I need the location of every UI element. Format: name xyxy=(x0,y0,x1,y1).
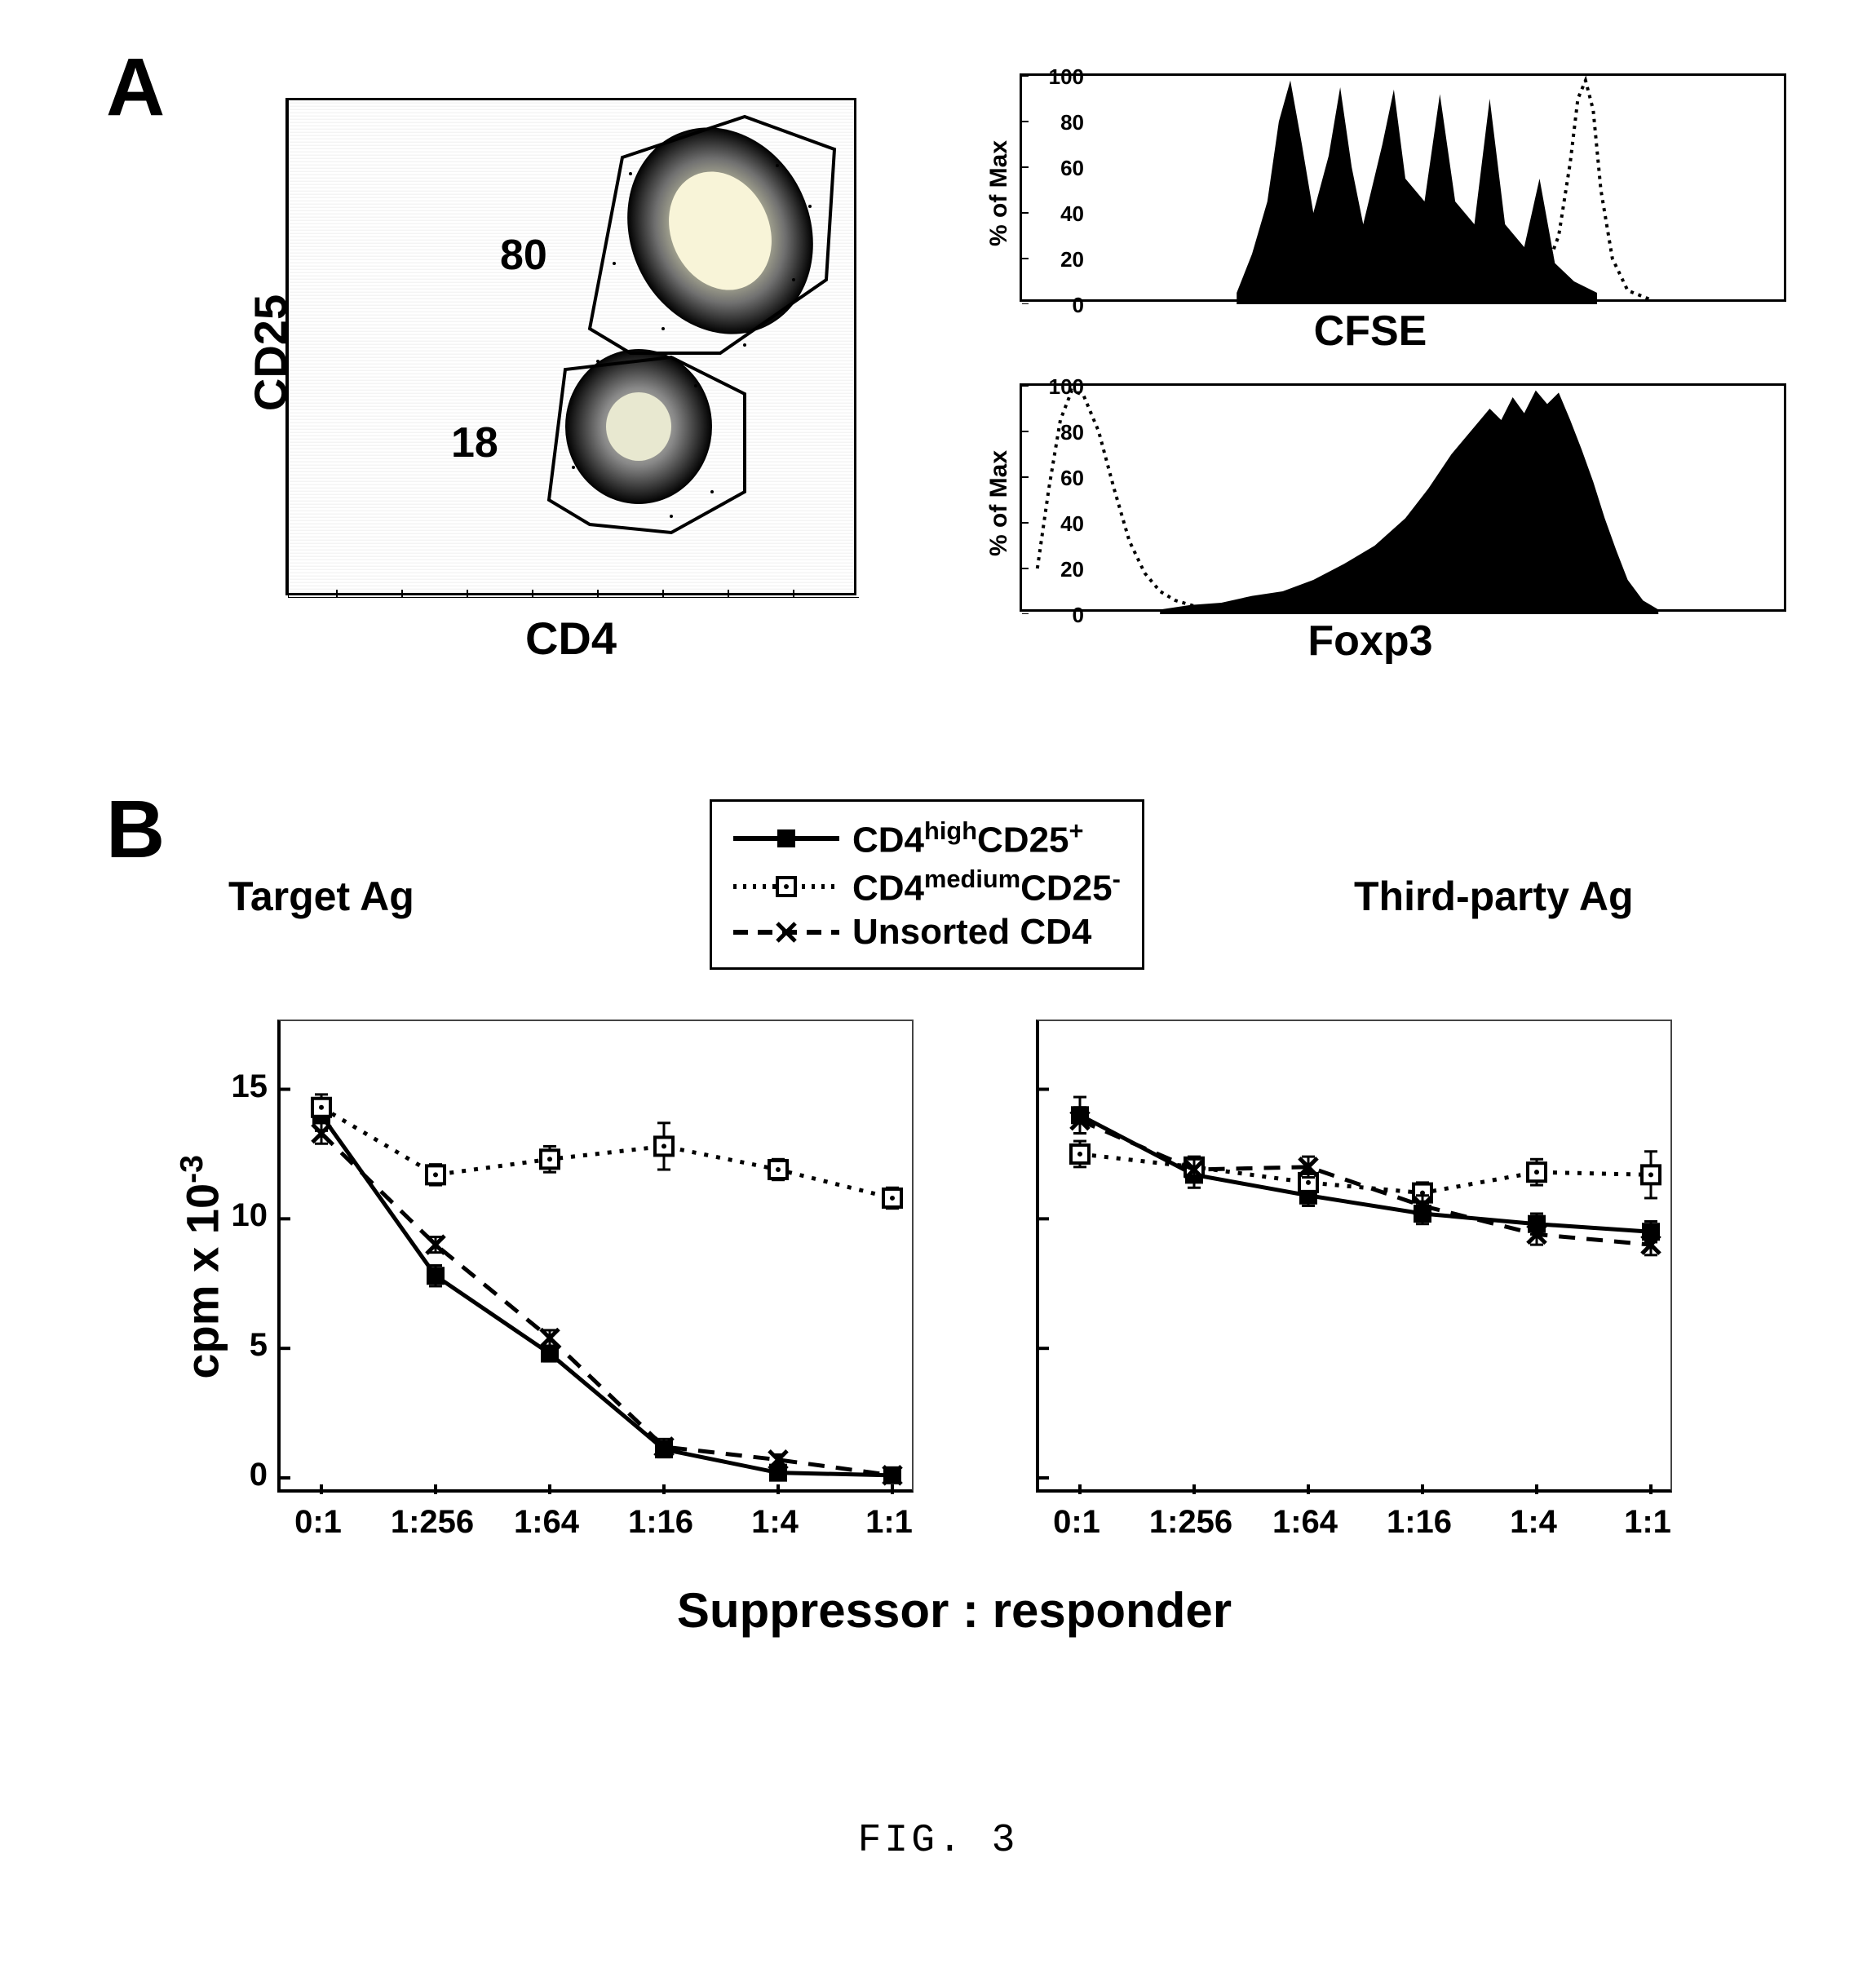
x-tick: 1:4 xyxy=(726,1504,824,1541)
histo-ytick: 100 xyxy=(1048,374,1084,400)
histo-ytick: 100 xyxy=(1048,64,1084,90)
x-tick: 1:64 xyxy=(1256,1504,1354,1541)
gate-upper-pct: 80 xyxy=(500,231,547,280)
cfse-ylabel: % of Max xyxy=(985,140,1013,246)
panelb-xlabel: Suppressor : responder xyxy=(465,1582,1444,1639)
legend-item: Unsorted CD4 xyxy=(733,912,1121,953)
histo-ytick: 40 xyxy=(1048,511,1084,537)
histo-ytick: 20 xyxy=(1048,247,1084,272)
legend-label: CD4highCD25+ xyxy=(852,816,1084,861)
histo-ytick: 80 xyxy=(1048,110,1084,135)
legend-label: Unsorted CD4 xyxy=(852,912,1091,953)
histo-ytick: 60 xyxy=(1048,466,1084,491)
cfse-svg xyxy=(1022,76,1789,304)
scatter-svg xyxy=(288,100,859,598)
legend: CD4highCD25+CD4mediumCD25-Unsorted CD4 xyxy=(710,799,1144,970)
right-line-chart xyxy=(1036,1020,1672,1493)
histo-ytick: 80 xyxy=(1048,420,1084,445)
x-tick: 1:256 xyxy=(383,1504,481,1541)
histogram-foxp3: % of Max 020406080100 Foxp3 xyxy=(954,383,1786,666)
gate-lower-pct: 18 xyxy=(451,418,498,467)
x-tick: 1:16 xyxy=(1370,1504,1468,1541)
histo-ytick: 0 xyxy=(1048,603,1084,628)
foxp3-ylabel: % of Max xyxy=(985,450,1013,556)
panel-a-label: A xyxy=(106,41,165,135)
histogram-cfse: % of Max 020406080100 CFSE xyxy=(954,73,1786,356)
legend-item: CD4mediumCD25- xyxy=(733,865,1121,909)
panel-b: B Target Ag Third-party Ag CD4highCD25+C… xyxy=(122,816,1754,1713)
histo-ytick: 40 xyxy=(1048,201,1084,227)
foxp3-svg xyxy=(1022,386,1789,614)
x-tick: 1:64 xyxy=(498,1504,595,1541)
legend-swatch xyxy=(733,873,839,900)
left-chart-title: Target Ag xyxy=(228,873,414,920)
right-chart-title: Third-party Ag xyxy=(1354,873,1634,920)
legend-swatch xyxy=(733,825,839,852)
histo-ytick: 20 xyxy=(1048,557,1084,582)
scatter-ylabel: CD25 xyxy=(244,294,297,411)
x-tick: 1:1 xyxy=(840,1504,938,1541)
histo-ytick: 60 xyxy=(1048,156,1084,181)
legend-label: CD4mediumCD25- xyxy=(852,865,1121,909)
panel-a: A xyxy=(122,65,1754,685)
scatter-xlabel: CD4 xyxy=(489,612,653,665)
x-tick: 0:1 xyxy=(269,1504,367,1541)
panelb-ylabel: cpm x 10-3 xyxy=(175,1155,229,1379)
left-line-chart xyxy=(277,1020,914,1493)
panel-b-label: B xyxy=(106,783,165,877)
x-tick: 1:1 xyxy=(1599,1504,1697,1541)
legend-item: CD4highCD25+ xyxy=(733,816,1121,861)
legend-swatch xyxy=(733,918,839,946)
right-chart-svg xyxy=(1039,1021,1675,1494)
left-chart-svg xyxy=(281,1021,917,1494)
y-tick: 0 xyxy=(210,1457,268,1493)
histo-ytick: 0 xyxy=(1048,293,1084,318)
facs-scatter-plot: 80 18 xyxy=(285,98,856,595)
figure-3: A xyxy=(122,65,1754,1713)
x-tick: 1:4 xyxy=(1484,1504,1582,1541)
x-tick: 0:1 xyxy=(1028,1504,1126,1541)
x-tick: 1:16 xyxy=(612,1504,710,1541)
figure-caption: FIG. 3 xyxy=(122,1819,1754,1863)
x-tick: 1:256 xyxy=(1142,1504,1240,1541)
y-tick: 15 xyxy=(210,1068,268,1105)
